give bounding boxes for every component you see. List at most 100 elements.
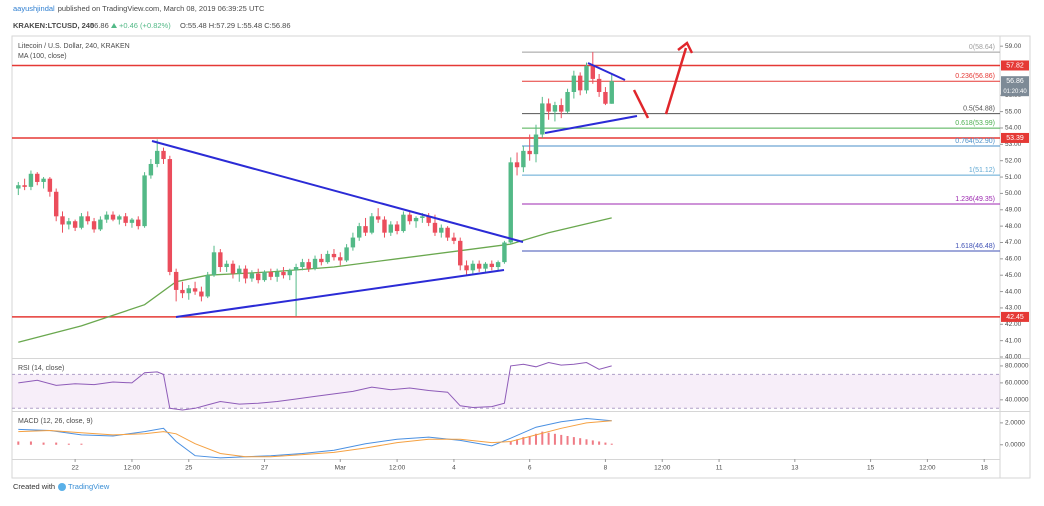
candle-body: [458, 240, 463, 266]
histogram-bar: [604, 442, 607, 445]
candle-body: [609, 81, 614, 104]
candle-body: [363, 226, 368, 233]
histogram-bar: [522, 437, 525, 445]
countdown: 01:20:40: [1003, 89, 1027, 95]
candle-body: [514, 162, 520, 168]
fib-label: 0.5(54.88): [963, 105, 995, 112]
candle-body: [476, 263, 482, 269]
candle-body: [142, 175, 147, 227]
candle-body: [180, 289, 185, 294]
candle-body: [565, 91, 570, 112]
candle-body: [388, 224, 393, 233]
candle-body: [521, 150, 526, 168]
y-tick-label: 54.00: [1005, 125, 1022, 132]
histogram-bar: [598, 441, 601, 445]
histogram-bar: [566, 436, 569, 445]
candle-body: [148, 163, 154, 176]
y-tick-label: 41.00: [1005, 337, 1022, 344]
candle-body: [312, 258, 318, 269]
candle-body: [136, 219, 141, 227]
y-tick-label: 48.00: [1005, 223, 1022, 230]
y-tick-label: 52.00: [1005, 157, 1022, 164]
histogram-bar: [572, 437, 575, 445]
candle-body: [375, 216, 381, 220]
arrow-head: [677, 41, 694, 54]
ma-title: MA (100, close): [18, 53, 67, 60]
candle-body: [117, 216, 122, 220]
candle-body: [211, 252, 217, 276]
candle-body: [540, 103, 545, 135]
candle-body: [237, 268, 242, 274]
histogram-bar: [509, 441, 512, 445]
x-tick-label: 18: [981, 465, 989, 472]
candle-body: [464, 265, 469, 271]
candle-body: [173, 271, 179, 290]
candle-body: [495, 262, 501, 268]
x-tick-label: 12:00: [919, 465, 936, 472]
author[interactable]: aayushjindal: [13, 4, 55, 13]
histogram-bar: [534, 433, 537, 445]
fib-label: 0.236(56.86): [955, 73, 995, 80]
y-tick-label: 50.00: [1005, 190, 1022, 197]
histogram-bar: [29, 441, 32, 445]
candle-body: [407, 214, 412, 222]
price-label: 57.82: [1006, 62, 1024, 69]
candle-body: [577, 75, 583, 91]
y-tick-label: 53.00: [1005, 141, 1022, 148]
footer-brand[interactable]: TradingView: [68, 482, 110, 491]
histogram-bar: [585, 439, 588, 445]
y-tick-label: 49.00: [1005, 206, 1022, 213]
candle-body: [344, 247, 349, 261]
published-line: aayushjindal published on TradingView.com…: [13, 4, 265, 13]
candle-body: [590, 65, 596, 79]
candle-body: [394, 224, 400, 232]
fib-label: 0.618(53.99): [955, 120, 995, 127]
trend-line: [587, 62, 626, 81]
candle-body: [546, 103, 551, 112]
price-label-box: [1001, 60, 1029, 71]
x-tick-label: 15: [867, 465, 875, 472]
histogram-bar: [560, 434, 563, 445]
candle-body: [79, 216, 84, 228]
candle-body: [306, 262, 311, 269]
candle-body: [35, 173, 40, 182]
price-label: 42.45: [1006, 314, 1024, 321]
candle-body: [274, 271, 280, 277]
candle-body: [47, 178, 53, 192]
x-tick-label: 27: [261, 465, 269, 472]
candle-body: [72, 221, 78, 228]
candle-body: [249, 273, 255, 279]
histogram-bar: [579, 438, 582, 445]
y-tick-label: 47.00: [1005, 239, 1022, 246]
histogram-bar: [547, 432, 550, 445]
x-tick-label: 6: [528, 465, 532, 472]
x-tick-label: 12:00: [654, 465, 671, 472]
histogram-bar: [553, 433, 556, 445]
candle-body: [559, 105, 564, 112]
candle-body: [22, 185, 27, 187]
y-tick-label: 80.0000: [1005, 363, 1029, 370]
candle-body: [60, 216, 65, 225]
last-price-box: [1001, 76, 1029, 97]
trend-line: [544, 115, 638, 134]
candle-body: [154, 150, 160, 164]
candle-body: [199, 291, 204, 297]
y-tick-label: 42.00: [1005, 321, 1022, 328]
candle-body: [287, 270, 292, 276]
fib-label: 0.764(52.90): [955, 138, 995, 145]
candle-body: [470, 263, 476, 271]
candle-body: [445, 227, 450, 238]
candle-body: [439, 227, 444, 233]
pane-title: Litecoin / U.S. Dollar, 240, KRAKEN: [18, 43, 130, 50]
x-tick-label: 4: [452, 465, 456, 472]
candle-body: [66, 221, 72, 225]
candle-body: [382, 219, 387, 233]
candle-body: [325, 253, 330, 263]
x-tick-label: 11: [716, 465, 723, 472]
candle-body: [53, 191, 59, 217]
histogram-bar: [80, 443, 83, 445]
histogram-bar: [516, 439, 519, 445]
candle-body: [161, 150, 166, 160]
candle-body: [268, 271, 274, 277]
